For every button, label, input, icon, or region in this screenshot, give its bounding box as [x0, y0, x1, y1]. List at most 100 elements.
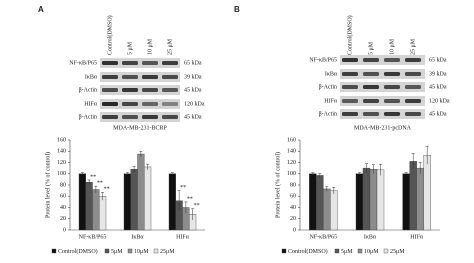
cell-line: MDA-MB-231-BCRP — [113, 125, 167, 131]
size-label: 45 kDa — [429, 84, 447, 90]
size-label: 39 kDa — [184, 74, 202, 80]
bar — [416, 167, 424, 231]
band — [384, 99, 400, 103]
band — [102, 115, 118, 119]
band — [162, 102, 178, 106]
y-tick-label: 160 — [57, 137, 66, 143]
column-label: 25 μM — [167, 38, 173, 55]
blot-strip — [340, 69, 425, 79]
band — [405, 72, 421, 76]
size-label: 45 kDa — [184, 114, 202, 120]
column-label: 10 μM — [147, 38, 153, 55]
y-tick-label: 140 — [287, 149, 296, 155]
significance: ** — [104, 187, 110, 193]
y-tick-label: 60 — [290, 194, 296, 200]
band — [342, 85, 358, 89]
protein-label: IκBα — [85, 74, 98, 80]
band — [162, 61, 178, 65]
y-tick-label: 40 — [60, 205, 66, 211]
column-label: 25 μM — [410, 38, 416, 55]
band — [122, 61, 138, 65]
legend-swatch — [104, 248, 110, 254]
bar — [330, 190, 338, 231]
bar — [355, 173, 364, 231]
blot-strip — [340, 55, 425, 65]
legend-swatch — [127, 248, 133, 254]
band — [142, 61, 158, 65]
protein-label: β-Actin — [319, 111, 337, 117]
band — [363, 99, 379, 103]
column-label: 10 μM — [389, 38, 395, 55]
size-label: 65 kDa — [429, 57, 447, 63]
band — [122, 102, 138, 106]
y-tick-label: 120 — [57, 160, 66, 166]
y-tick-label: 80 — [290, 182, 296, 188]
y-tick-label: 100 — [57, 171, 66, 177]
column-label: 5 μM — [127, 41, 133, 55]
bar — [99, 196, 107, 231]
protein-label: β-Actin — [79, 87, 97, 93]
blot-strip — [340, 82, 425, 92]
band — [142, 115, 158, 119]
size-label: 120 kDa — [429, 98, 450, 104]
column-label: Control(DMSO) — [106, 15, 113, 55]
x-tick-label: IκBα — [364, 234, 377, 240]
y-axis-label: Protein level (% of control) — [44, 152, 51, 218]
y-tick-label: 80 — [60, 182, 66, 188]
y-tick-label: 40 — [290, 205, 296, 211]
legend-label: 10μM — [134, 249, 149, 255]
significance: ** — [187, 196, 193, 202]
y-tick-label: 0 — [63, 227, 66, 233]
panel-label: B — [234, 5, 240, 14]
significance: ** — [194, 203, 200, 209]
column-label: Control(DMSO) — [346, 15, 353, 55]
bar — [144, 166, 152, 231]
legend-label: Control(DMSO) — [288, 248, 328, 255]
legend-label: 5μM — [341, 249, 353, 255]
band — [102, 88, 118, 92]
band — [162, 88, 178, 92]
band — [342, 99, 358, 103]
band — [405, 99, 421, 103]
y-axis-label: Protein level (% of control) — [274, 152, 281, 218]
band — [102, 61, 118, 65]
bar — [376, 169, 385, 231]
y-tick-label: 100 — [287, 171, 296, 177]
bar — [323, 188, 331, 231]
protein-label: NF-κB/P65 — [69, 60, 97, 66]
blot-strip — [100, 112, 180, 122]
legend-swatch — [281, 248, 287, 254]
protein-label: NF-κB/P65 — [309, 57, 337, 63]
blot-strip — [100, 85, 180, 95]
blot-strip — [100, 99, 180, 109]
y-tick-label: 160 — [287, 137, 296, 143]
band — [405, 85, 421, 89]
band — [405, 58, 421, 62]
band — [122, 115, 138, 119]
blot-strip — [340, 96, 425, 106]
band — [342, 58, 358, 62]
bar — [130, 169, 138, 231]
legend-label: 10μM — [364, 249, 379, 255]
protein-label: β-Actin — [79, 114, 97, 120]
legend-label: 25μM — [160, 249, 175, 255]
legend-swatch — [334, 248, 340, 254]
legend-swatch — [383, 248, 389, 254]
blot-strip — [100, 72, 180, 82]
bar — [137, 153, 145, 231]
column-label: 5 μM — [368, 41, 374, 55]
x-tick-label: NF-κB/P65 — [309, 234, 337, 240]
protein-label: β-Actin — [319, 84, 337, 90]
cell-line: MDA-MB-231-pcDNA — [354, 125, 412, 131]
y-tick-label: 0 — [293, 227, 296, 233]
x-tick-label: HIFα — [410, 234, 424, 240]
protein-label: HIFα — [84, 101, 98, 107]
bar — [369, 169, 378, 231]
size-label: 45 kDa — [429, 111, 447, 117]
size-label: 120 kDa — [184, 101, 205, 107]
significance: ** — [97, 181, 103, 187]
bar — [123, 173, 131, 231]
x-tick-label: NF-κB/P65 — [79, 234, 107, 240]
band — [384, 112, 400, 116]
significance: ** — [180, 185, 186, 191]
